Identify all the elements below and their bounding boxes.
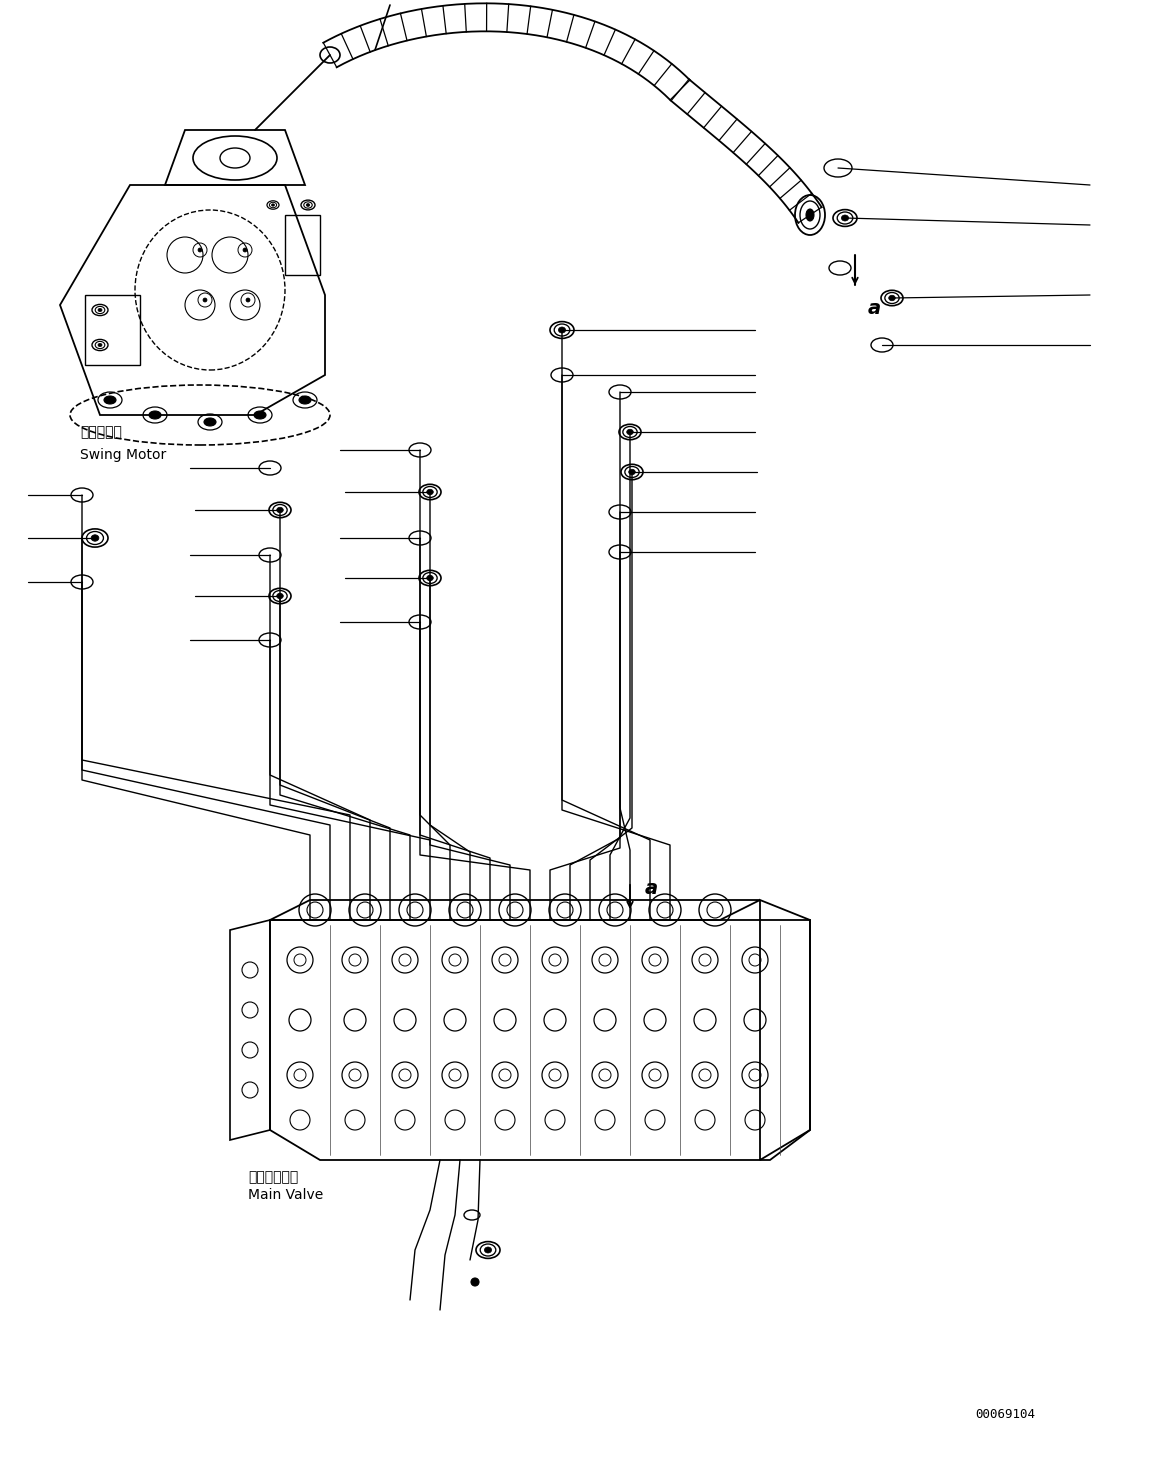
Ellipse shape [98,308,102,311]
Ellipse shape [277,593,284,599]
Ellipse shape [485,1247,492,1253]
Ellipse shape [104,396,116,404]
Ellipse shape [271,204,274,206]
Text: 旋回モータ: 旋回モータ [80,425,122,439]
Ellipse shape [841,215,849,220]
Ellipse shape [277,507,284,512]
Ellipse shape [299,396,311,404]
Ellipse shape [627,429,634,435]
Ellipse shape [204,298,207,302]
Text: a: a [645,879,658,898]
Text: Swing Motor: Swing Motor [80,448,166,461]
Ellipse shape [91,534,99,542]
Ellipse shape [427,489,434,495]
Text: a: a [868,298,882,317]
Text: 00069104: 00069104 [975,1409,1035,1422]
Ellipse shape [247,298,250,302]
Ellipse shape [198,248,202,253]
Ellipse shape [629,469,635,475]
Ellipse shape [254,412,266,419]
Ellipse shape [306,203,309,206]
Ellipse shape [243,248,247,253]
Ellipse shape [204,418,216,426]
Ellipse shape [558,327,565,333]
Text: Main Valve: Main Valve [248,1188,323,1202]
Ellipse shape [98,343,102,346]
Ellipse shape [806,209,814,220]
Text: メインバルブ: メインバルブ [248,1169,298,1184]
Ellipse shape [427,575,434,581]
Ellipse shape [149,412,160,419]
Ellipse shape [889,295,896,301]
Ellipse shape [471,1278,479,1286]
